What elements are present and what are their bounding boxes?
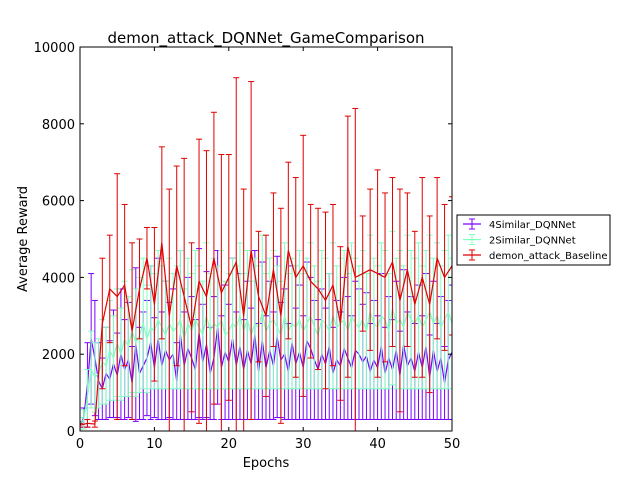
legend: 4Similar_DQNNet 2Similar_DQNNet demon_atta… (456, 214, 611, 266)
x-tick-label: 20 (221, 437, 238, 452)
y-tick-label: 2000 (42, 348, 75, 363)
y-tick-label: 6000 (42, 195, 75, 210)
legend-label: 2Similar_DQNNet (489, 236, 576, 247)
legend-label: 4Similar_DQNNet (489, 220, 576, 231)
y-tick-label: 10000 (34, 41, 75, 56)
series-2 (80, 77, 452, 431)
plot-area (80, 77, 452, 431)
legend-box (456, 214, 611, 266)
x-axis-ticks: 0 10 20 30 40 50 (76, 47, 460, 452)
series-line (80, 242, 452, 426)
x-tick-label: 50 (444, 437, 461, 452)
legend-label: demon_attack_Baseline (489, 251, 607, 262)
x-tick-label: 10 (146, 437, 163, 452)
chart-title: demon_attack_DQNNet_GameComparison (108, 29, 425, 48)
y-tick-label: 4000 (42, 271, 75, 286)
y-axis-label: Average Reward (16, 186, 31, 292)
x-tick-label: 40 (369, 437, 386, 452)
y-tick-label: 8000 (42, 118, 75, 133)
y-axis-ticks: 0 2000 4000 6000 8000 10000 (34, 41, 452, 440)
y-tick-label: 0 (67, 425, 75, 440)
x-tick-label: 30 (295, 437, 312, 452)
plot-frame (79, 46, 453, 432)
x-tick-label: 0 (76, 437, 84, 452)
x-axis-label: Epochs (243, 456, 290, 471)
